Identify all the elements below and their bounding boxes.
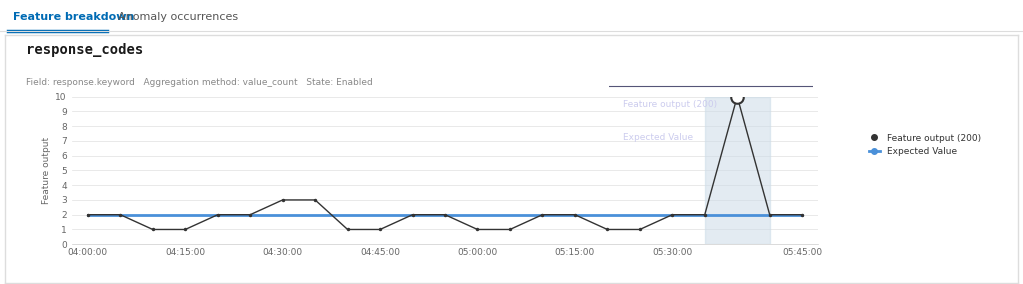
Text: Feature output (200): Feature output (200) [623,100,717,109]
Bar [705,97,769,244]
Text: 2: 2 [792,132,799,142]
Text: Feature breakdown: Feature breakdown [13,12,135,22]
Legend: Feature output (200), Expected Value: Feature output (200), Expected Value [869,133,981,156]
Text: Anomaly occurrences: Anomaly occurrences [118,12,237,22]
Text: 05:30:00: 05:30:00 [623,65,675,75]
Text: response_codes: response_codes [26,43,143,57]
Text: 10: 10 [785,100,799,110]
Text: Expected Value: Expected Value [623,133,694,141]
Y-axis label: Feature output: Feature output [42,137,51,204]
Text: Field: response.keyword   Aggregation method: value_count   State: Enabled: Field: response.keyword Aggregation meth… [26,78,372,87]
